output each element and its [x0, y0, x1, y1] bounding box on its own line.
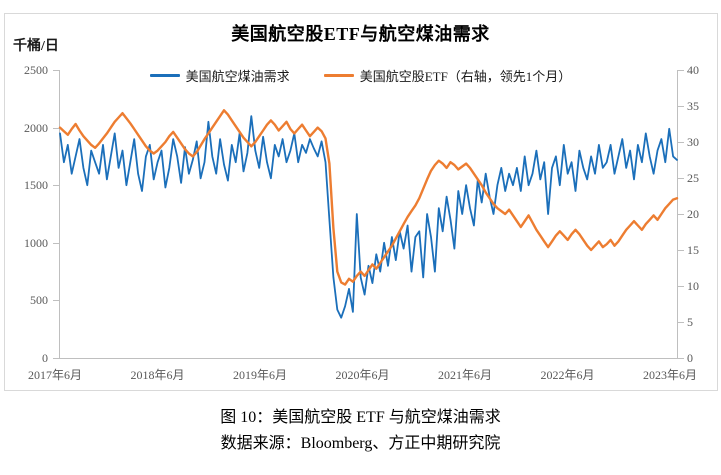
- x-axis-tick-label: 2019年6月: [232, 368, 287, 382]
- chart-legend: 美国航空煤油需求 美国航空股ETF（右轴，领先1个月）: [0, 66, 721, 85]
- figure-caption: 图 10：美国航空股 ETF 与航空煤油需求: [220, 409, 501, 426]
- figure-border-box: [4, 13, 718, 391]
- left-axis-tick-mark: [53, 242, 59, 244]
- right-axis-tick-label: 35: [687, 99, 699, 113]
- right-axis-tick-mark: [678, 106, 684, 107]
- chart-title: 美国航空股ETF与航空煤油需求: [231, 24, 490, 44]
- left-axis-tick-mark: [53, 358, 59, 359]
- right-axis-tick-label: 0: [687, 351, 693, 365]
- left-axis-tick-mark: [53, 300, 59, 302]
- right-axis-tick-mark: [678, 250, 684, 251]
- left-axis-tick-label: 2000: [24, 120, 48, 135]
- legend-item-demand: 美国航空煤油需求: [149, 66, 290, 85]
- legend-label-etf: 美国航空股ETF（右轴，领先1个月）: [359, 69, 572, 84]
- right-axis-tick-label: 5: [687, 315, 693, 329]
- x-axis-tick-label: 2020年6月: [335, 368, 390, 382]
- chart-plot-area: [58, 70, 679, 358]
- left-axis-tick-mark: [53, 127, 59, 129]
- etf-line-swatch: [323, 74, 354, 77]
- legend-item-etf: 美国航空股ETF（右轴，领先1个月）: [323, 66, 572, 85]
- right-axis-tick-mark: [678, 142, 684, 143]
- right-axis-tick-label: 40: [687, 63, 699, 77]
- x-axis-tick-label: 2017年6月: [27, 368, 82, 382]
- left-axis-tick-label: 0: [42, 351, 48, 365]
- left-axis-tick-label: 500: [30, 293, 48, 308]
- left-axis-unit-label: 千桶/日: [13, 39, 59, 54]
- x-axis-tick-label: 2022年6月: [540, 368, 595, 382]
- right-axis-tick-mark: [678, 286, 684, 287]
- right-axis-tick-mark: [678, 214, 684, 215]
- left-axis-tick-label: 2500: [24, 63, 48, 77]
- right-axis-tick-mark: [678, 322, 684, 323]
- right-axis-line: [677, 70, 678, 359]
- right-axis-tick-label: 25: [687, 171, 699, 185]
- left-axis-tick-label: 1000: [24, 235, 48, 250]
- right-axis-tick-label: 10: [687, 279, 699, 293]
- x-axis-tick-label: 2023年6月: [642, 368, 697, 382]
- right-axis-tick-mark: [678, 178, 684, 179]
- right-axis-tick-label: 30: [687, 135, 699, 149]
- left-axis-tick-label: 1500: [24, 178, 48, 193]
- left-axis-tick-mark: [53, 185, 59, 187]
- airline-etf-line: [58, 109, 679, 286]
- demand-line-swatch: [149, 74, 180, 77]
- x-axis-tick-label: 2021年6月: [437, 368, 492, 382]
- data-source-note: 数据来源：Bloomberg、方正中期研究院: [220, 435, 501, 452]
- jet-fuel-demand-line: [59, 115, 678, 319]
- chart-series-svg: [58, 109, 679, 319]
- legend-label-demand: 美国航空煤油需求: [185, 69, 290, 84]
- right-axis-tick-label: 20: [687, 207, 699, 221]
- right-axis-tick-mark: [678, 70, 684, 71]
- right-axis-tick-label: 15: [687, 243, 699, 257]
- x-axis-tick-label: 2018年6月: [130, 368, 185, 382]
- right-axis-tick-mark: [678, 358, 684, 359]
- bottom-axis-line: [59, 358, 678, 359]
- left-axis-line: [59, 70, 60, 359]
- left-axis-tick-mark: [53, 70, 59, 71]
